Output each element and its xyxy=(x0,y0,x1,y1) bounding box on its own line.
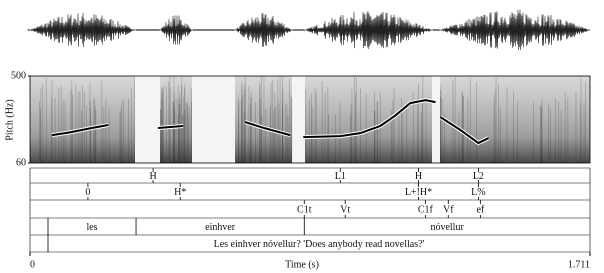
point-label: C1f xyxy=(418,204,434,215)
x-axis-label: Time (s) xyxy=(285,259,319,270)
interval-label: Les einhver nóvellur? 'Does anybody read… xyxy=(214,239,425,250)
y-tick-label: 500 xyxy=(11,70,26,81)
waveform xyxy=(28,10,591,50)
point-label: Vt xyxy=(340,204,350,215)
point-label: H xyxy=(415,171,422,182)
spectrogram xyxy=(30,76,590,163)
point-label: 0 xyxy=(85,187,90,198)
point-label: C1t xyxy=(297,204,312,215)
y-tick-label: 60 xyxy=(16,157,26,168)
spectrogram-energy xyxy=(235,76,292,163)
interval-label: einhver xyxy=(205,222,236,233)
point-label: L+!H* xyxy=(405,187,432,198)
point-label: H xyxy=(149,171,156,182)
point-label: ef xyxy=(476,204,484,215)
annotation-tiers: H L1 H L2 0 H* L+!H* L% C1t Vt C1f Vf ef les einhver nó… xyxy=(30,168,590,252)
praat-figure: Pitch (Hz) Time (s) H L1 H L2 0 H* L+!H* L% C1t V… xyxy=(0,0,604,273)
point-label: L% xyxy=(471,187,485,198)
y-axis-label: Pitch (Hz) xyxy=(4,99,15,140)
waveform-trace xyxy=(28,10,591,50)
point-label: L1 xyxy=(335,171,346,182)
point-label: H* xyxy=(174,187,186,198)
point-label: Vf xyxy=(443,204,454,215)
x-tick-label: 0 xyxy=(30,259,35,270)
point-label: L2 xyxy=(473,171,484,182)
interval-label: nóvellur xyxy=(430,222,464,233)
x-tick-label: 1.711 xyxy=(568,259,590,270)
interval-label: les xyxy=(86,222,97,233)
